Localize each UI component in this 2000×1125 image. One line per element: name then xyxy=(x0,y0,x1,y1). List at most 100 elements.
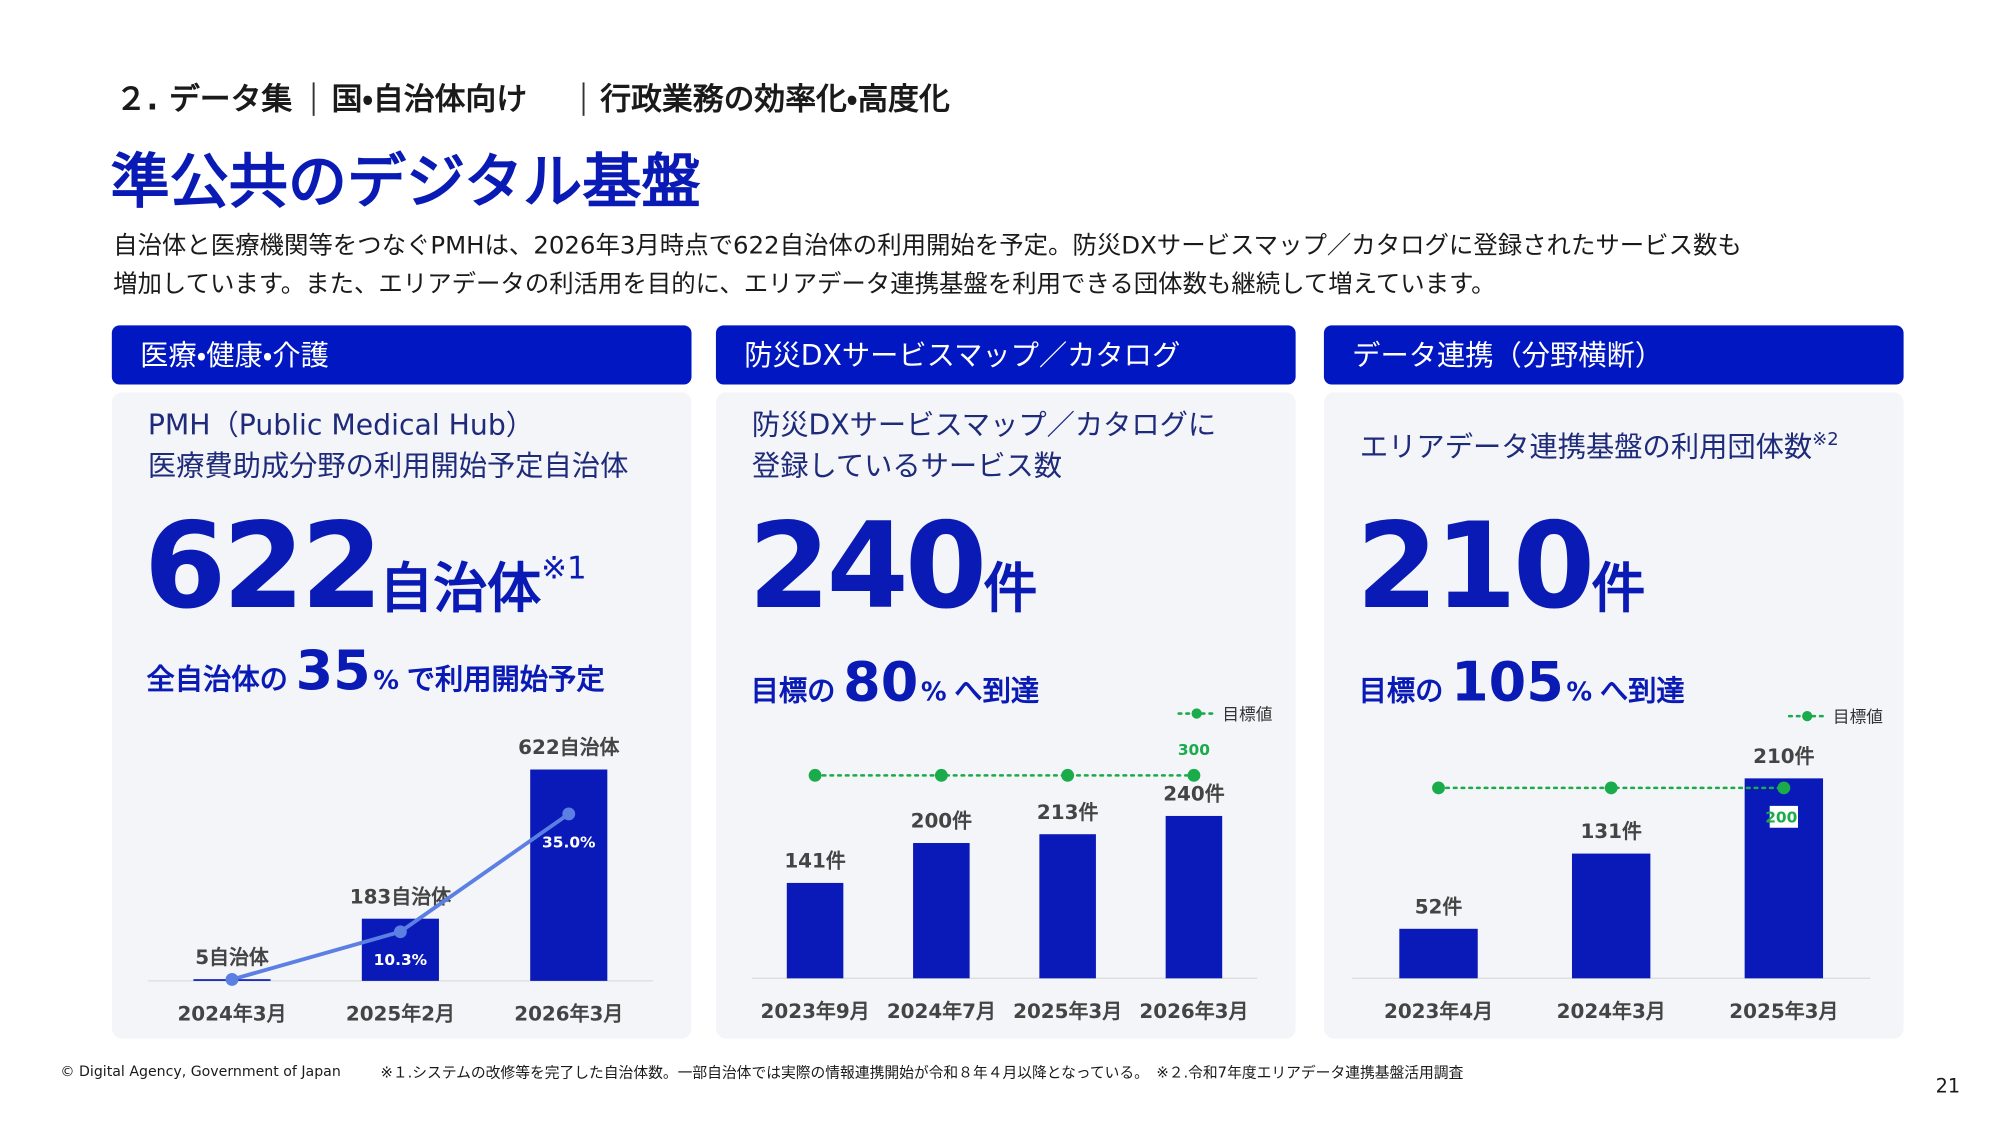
point xyxy=(1777,781,1791,795)
rate-suffix: で利用開始予定 xyxy=(407,663,605,696)
lead-line: 増加しています。また、エリアデータの利活用を目的に、エリアデータ連携基盤を利用で… xyxy=(113,269,1495,298)
rate-unit: % xyxy=(921,678,947,708)
rate-suffix: へ到達 xyxy=(954,675,1039,708)
bar xyxy=(1399,928,1478,979)
bar-label: 213件 xyxy=(1037,800,1099,824)
rate-prefix: 目標の xyxy=(1359,675,1444,708)
point-label: 35.0% xyxy=(542,833,595,851)
chart: 2024年3月 2025年2月 2026年3月 5自治体 183自治体 622自治体 10.… xyxy=(147,735,653,1026)
point-label-box xyxy=(1769,805,1798,828)
x-tick-label: 2024年3月 xyxy=(1557,999,1666,1023)
panel-subtitle-text: エリアデータ連携基盤の利用団体数 xyxy=(1360,430,1812,463)
chart: 2023年9月 2024年7月 2025年3月 2026年3月 141件 200件 213件… xyxy=(751,704,1273,1023)
panel-subtitle: PMH（Public Medical Hub） xyxy=(148,409,534,442)
x-tick-label: 2025年3月 xyxy=(1013,999,1122,1023)
panel-rate: 目標の 80% へ到達 xyxy=(751,651,1039,714)
panel-tab xyxy=(1323,325,1904,385)
x-tick-label: 2025年2月 xyxy=(346,1002,455,1026)
bar-label: 131件 xyxy=(1580,819,1642,843)
legend-marker xyxy=(1802,710,1813,722)
panel-rate: 目標の 105% へ到達 xyxy=(1359,651,1685,714)
panel-tab-label: データ連携（分野横断） xyxy=(1352,339,1663,372)
copyright: © Digital Agency, Government of Japan xyxy=(60,1064,340,1080)
x-tick-label: 2024年3月 xyxy=(177,1002,286,1026)
point xyxy=(1432,781,1445,795)
audience: 国・自治体向け xyxy=(332,81,527,117)
panel-subtitle-text: PMH（Public Medical Hub） xyxy=(148,409,534,442)
panel-tab-label: 防災DXサービスマップ／カタログ xyxy=(744,339,1180,372)
rate-prefix: 目標の xyxy=(751,675,836,708)
figure-number: 240 xyxy=(748,497,983,635)
rate-number: 105 xyxy=(1451,651,1564,714)
panel-subtitle: 登録しているサービス数 xyxy=(752,450,1062,483)
rate-prefix: 全自治体の xyxy=(147,663,288,696)
x-tick-label: 2023年9月 xyxy=(761,999,870,1023)
panel-figure: 240件 xyxy=(748,497,1037,635)
panel-subtitle: 防災DXサービスマップ／カタログに xyxy=(752,409,1216,442)
rate-suffix: へ到達 xyxy=(1600,675,1685,708)
panel: 防災DXサービスマップ／カタログ防災DXサービスマップ／カタログに登録しているサ… xyxy=(715,325,1296,1039)
figure-number: 622 xyxy=(144,497,379,635)
section: ２. データ集 xyxy=(116,81,293,117)
legend-label: 目標値 xyxy=(1833,707,1883,727)
rate-unit: % xyxy=(1566,678,1592,708)
panel-subtitle-text: 登録しているサービス数 xyxy=(752,450,1062,483)
point-label: 10.3% xyxy=(374,951,427,969)
point xyxy=(1061,768,1075,782)
panel-subtitle: エリアデータ連携基盤の利用団体数※2 xyxy=(1360,429,1839,464)
figure-unit: 自治体 xyxy=(379,557,541,620)
bar xyxy=(913,843,970,979)
panel-tab xyxy=(111,325,692,385)
panel-subtitle: 医療費助成分野の利用開始予定自治体 xyxy=(148,450,629,483)
point xyxy=(934,768,948,782)
panel-tab-label: 医療・健康・介護 xyxy=(140,339,329,372)
x-tick-label: 2024年7月 xyxy=(887,999,996,1023)
x-tick-label: 2026年3月 xyxy=(1139,999,1248,1023)
legend-marker xyxy=(1191,708,1202,719)
panel-figure: 210件 xyxy=(1356,497,1645,635)
x-tick-label: 2025年3月 xyxy=(1729,999,1838,1023)
point xyxy=(808,768,822,782)
rate-unit: % xyxy=(373,666,399,696)
point-label: 300 xyxy=(1178,741,1210,759)
bar-label: 240件 xyxy=(1163,782,1225,806)
point xyxy=(225,973,239,986)
bar xyxy=(530,769,608,981)
bar-label: 5自治体 xyxy=(195,945,269,969)
bar xyxy=(1165,815,1223,979)
chart: 2023年4月 2024年3月 2025年3月 52件 131件 210件 200 目標値 xyxy=(1352,707,1883,1023)
bar-label: 622自治体 xyxy=(518,735,619,759)
lead-line: 自治体と医療機関等をつなぐPMHは、2026年3月時点で622自治体の利用開始を… xyxy=(113,230,1742,259)
figure-unit: 件 xyxy=(1591,557,1645,620)
bar xyxy=(786,882,844,979)
figure-note: ※1 xyxy=(541,551,586,587)
rate-number: 35 xyxy=(296,639,371,702)
bar-label: 52件 xyxy=(1415,894,1463,918)
theme: 行政業務の効率化・高度化 xyxy=(599,81,950,117)
panel-subtitle-text: 防災DXサービスマップ／カタログに xyxy=(752,409,1216,442)
point xyxy=(1604,781,1618,795)
panel-subtitle-note: ※2 xyxy=(1812,429,1839,450)
point xyxy=(562,807,576,821)
page-number: 21 xyxy=(1936,1075,1961,1098)
legend-label: 目標値 xyxy=(1222,704,1272,724)
point xyxy=(393,925,407,939)
figure-unit: 件 xyxy=(983,557,1037,620)
panel-rate: 全自治体の 35% で利用開始予定 xyxy=(147,639,605,702)
point xyxy=(1187,768,1201,782)
panel-tab xyxy=(715,325,1296,385)
x-tick-label: 2023年4月 xyxy=(1384,999,1493,1023)
panel-subtitle-text: 医療費助成分野の利用開始予定自治体 xyxy=(148,450,629,483)
bar-label: 183自治体 xyxy=(350,884,451,908)
bar-label: 200件 xyxy=(911,809,973,833)
panel-body xyxy=(715,392,1296,1039)
panel-figure: 622自治体※1 xyxy=(144,497,587,635)
bar-label: 210件 xyxy=(1753,744,1815,768)
bar xyxy=(1039,834,1096,979)
footnotes: ※１.システムの改修等を完了した自治体数。一部自治体では実際の情報連携開始が令和… xyxy=(380,1063,1463,1081)
x-tick-label: 2026年3月 xyxy=(514,1002,623,1026)
bar xyxy=(1571,853,1651,979)
bar-label: 141件 xyxy=(784,848,846,872)
